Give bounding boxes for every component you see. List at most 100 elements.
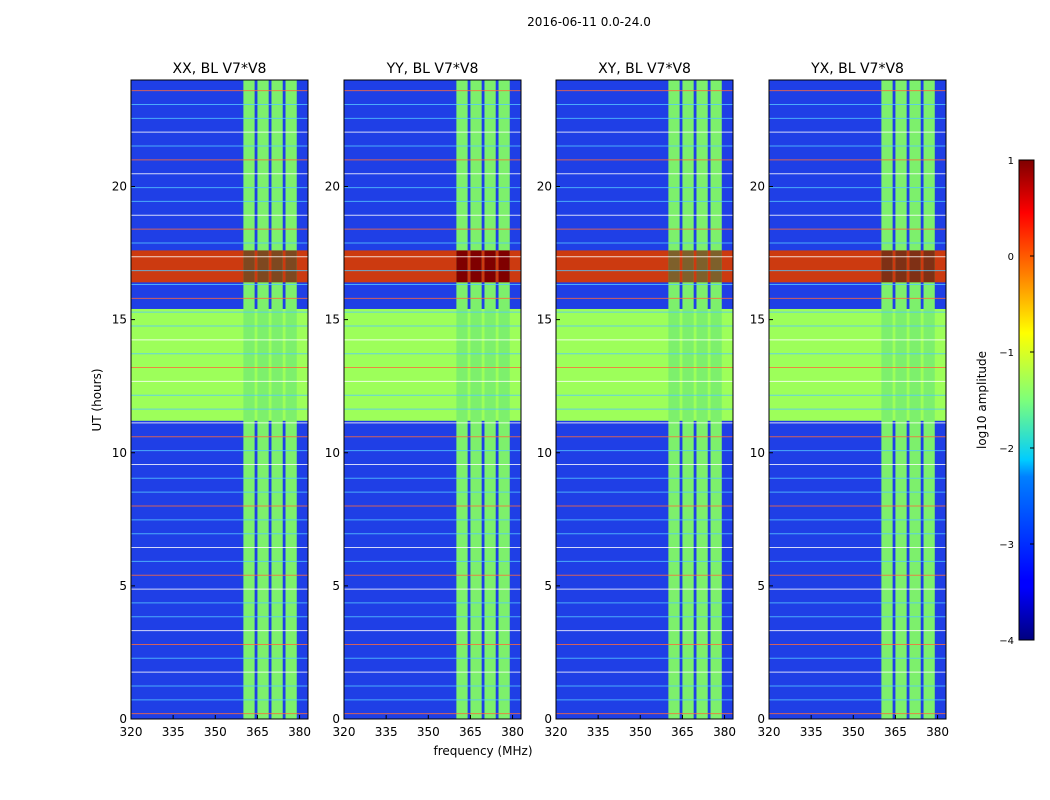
panel-title: XY, BL V7*V8	[598, 61, 691, 77]
panel-frame	[768, 79, 947, 720]
colorbar-tick-label: −3	[999, 540, 1014, 551]
channel-hotspot	[909, 250, 921, 283]
channel-block	[470, 80, 482, 719]
colorbar-tick-label: 0	[1008, 252, 1014, 263]
y-tick-label: 5	[544, 579, 552, 593]
panel-2: YY, BL V7*V8 320 335 350 365 380 0 5 10 15 20	[325, 61, 524, 739]
x-tick-label: 380	[713, 725, 736, 739]
colorbar-tick-label: −1	[999, 348, 1014, 359]
y-tick-label: 20	[537, 180, 552, 194]
heatmap-row-lines	[344, 90, 521, 715]
channel-block	[271, 80, 283, 719]
y-tick-label: 10	[750, 446, 765, 460]
x-tick-label: 380	[926, 725, 949, 739]
channel-block	[498, 80, 510, 719]
channel-block	[895, 80, 907, 719]
x-tick-label: 380	[288, 725, 311, 739]
colorbar-tick-label: 1	[1008, 156, 1014, 167]
channel-block	[456, 80, 468, 719]
channel-hotspot	[257, 250, 269, 283]
panel-title: XX, BL V7*V8	[173, 61, 267, 77]
channel-hotspot	[668, 250, 680, 283]
y-tick-label: 10	[325, 446, 340, 460]
y-tick-label: 15	[112, 313, 127, 327]
heatmap-channel-blocks	[456, 80, 510, 719]
x-tick-label: 365	[246, 725, 269, 739]
x-tick-label: 335	[375, 725, 398, 739]
panel-title: YY, BL V7*V8	[386, 61, 479, 77]
y-tick-label: 0	[544, 712, 552, 726]
channel-hotspot	[271, 250, 283, 283]
channel-block	[923, 80, 935, 719]
colorbar-tick-label: −4	[999, 636, 1014, 647]
channel-hotspot	[710, 250, 722, 283]
x-tick-label: 350	[842, 725, 865, 739]
colorbar-label: log10 amplitude	[975, 351, 989, 449]
channel-block	[909, 80, 921, 719]
x-axis-label: frequency (MHz)	[433, 744, 532, 758]
x-tick-label: 350	[204, 725, 227, 739]
colorbar-gradient	[1018, 159, 1035, 641]
panel-3: XY, BL V7*V8 320 335 350 365 380 0 5 10 15 20	[537, 61, 736, 739]
x-tick-label: 365	[671, 725, 694, 739]
x-tick-label: 350	[629, 725, 652, 739]
channel-hotspot	[498, 250, 510, 283]
heatmap-panels: XX, BL V7*V8 320 335 350 365 380 0 5 10 15 20 YY, B…	[112, 61, 949, 739]
x-tick-label: 335	[162, 725, 185, 739]
y-tick-label: 0	[757, 712, 765, 726]
y-tick-label: 5	[757, 579, 765, 593]
channel-hotspot	[682, 250, 694, 283]
channel-hotspot	[696, 250, 708, 283]
x-tick-label: 335	[800, 725, 823, 739]
x-tick-label: 380	[501, 725, 524, 739]
x-tick-label: 365	[459, 725, 482, 739]
heatmap-row-lines	[131, 90, 308, 715]
x-tick-label: 350	[417, 725, 440, 739]
panel-frame	[343, 79, 522, 720]
x-tick-label: 320	[333, 725, 356, 739]
channel-hotspot	[881, 250, 893, 283]
x-tick-label: 365	[884, 725, 907, 739]
colorbar-ticks: 1 0 −1 −2 −3 −4	[999, 156, 1034, 647]
heatmap-channel-blocks	[668, 80, 722, 719]
panel-1: XX, BL V7*V8 320 335 350 365 380 0 5 10 15 20	[112, 61, 311, 739]
panel-frame	[555, 79, 734, 720]
channel-block	[881, 80, 893, 719]
y-tick-label: 15	[750, 313, 765, 327]
heatmap-channel-blocks	[881, 80, 935, 719]
y-tick-label: 5	[119, 579, 127, 593]
panel-title: YX, BL V7*V8	[810, 61, 904, 77]
heatmap-row-lines	[769, 90, 946, 715]
channel-hotspot	[243, 250, 255, 283]
y-tick-label: 15	[325, 313, 340, 327]
colorbar: 1 0 −1 −2 −3 −4 log10 amplitude	[975, 156, 1035, 647]
y-tick-label: 20	[112, 180, 127, 194]
y-tick-label: 0	[119, 712, 127, 726]
x-tick-label: 335	[587, 725, 610, 739]
y-tick-label: 5	[332, 579, 340, 593]
channel-hotspot	[895, 250, 907, 283]
y-tick-label: 20	[750, 180, 765, 194]
panel-frame	[130, 79, 309, 720]
channel-block	[696, 80, 708, 719]
channel-hotspot	[285, 250, 297, 283]
channel-hotspot	[484, 250, 496, 283]
channel-block	[257, 80, 269, 719]
channel-block	[243, 80, 255, 719]
heatmap-channel-blocks	[243, 80, 297, 719]
channel-block	[682, 80, 694, 719]
y-tick-label: 0	[332, 712, 340, 726]
panel-4: YX, BL V7*V8 320 335 350 365 380 0 5 10 15 20	[750, 61, 949, 739]
channel-hotspot	[456, 250, 468, 283]
channel-hotspot	[470, 250, 482, 283]
y-tick-label: 10	[537, 446, 552, 460]
channel-hotspot	[923, 250, 935, 283]
y-tick-label: 10	[112, 446, 127, 460]
x-tick-label: 320	[120, 725, 143, 739]
channel-block	[668, 80, 680, 719]
figure-suptitle: 2016-06-11 0.0-24.0	[527, 15, 651, 29]
x-tick-label: 320	[545, 725, 568, 739]
colorbar-tick-label: −2	[999, 444, 1014, 455]
y-tick-label: 15	[537, 313, 552, 327]
